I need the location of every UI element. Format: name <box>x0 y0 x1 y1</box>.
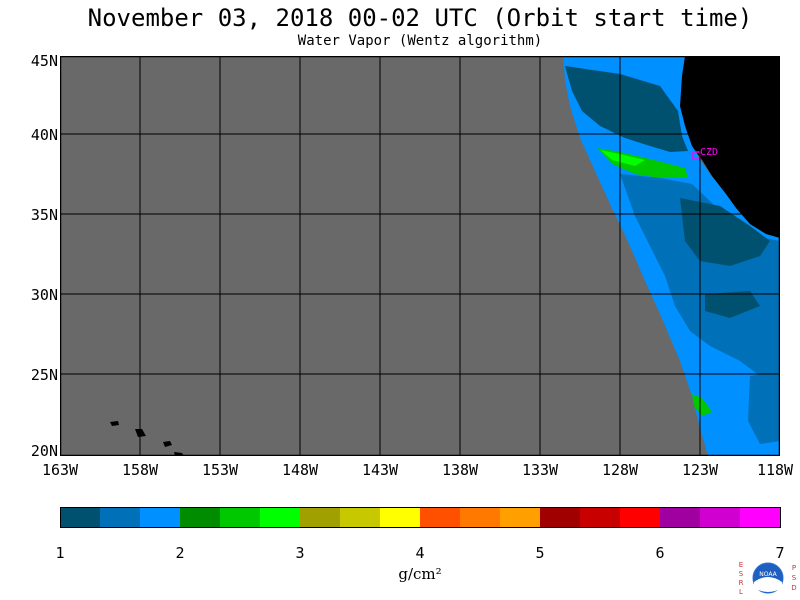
colorbar-swatch <box>300 507 341 528</box>
colorbar-swatch <box>620 507 661 528</box>
svg-text:D: D <box>791 584 796 592</box>
swath-bright-green-band <box>600 150 645 166</box>
colorbar-swatch <box>700 507 741 528</box>
lat-label-20n: 20N <box>30 442 58 460</box>
colorbar-swatch <box>140 507 181 528</box>
colorbar-units: g/cm² <box>398 565 442 583</box>
colorbar-swatch <box>340 507 381 528</box>
swath-dark-blue-patch <box>705 291 760 318</box>
svg-text:E: E <box>739 561 743 569</box>
colorbar-swatch <box>660 507 701 528</box>
colorbar-swatch <box>540 507 581 528</box>
swath-green-south <box>692 394 712 416</box>
colorbar-tick-4: 4 <box>415 544 425 562</box>
noaa-esrl-psd-logo: E S R L NOAA P S D <box>739 561 797 596</box>
logo-left-letters: E S R L <box>739 561 744 596</box>
swath-dark-blue-central <box>680 198 770 266</box>
lat-label-25n: 25N <box>30 366 58 384</box>
colorbar-swatch <box>380 507 421 528</box>
colorbar-swatch <box>60 507 101 528</box>
water-vapor-map: CZD <box>60 56 780 456</box>
colorbar-tick-5: 5 <box>535 544 545 562</box>
colorbar-swatch <box>580 507 621 528</box>
station-label: CZD <box>700 147 718 158</box>
colorbar-tick-1: 1 <box>55 544 65 562</box>
colorbar-swatch <box>260 507 301 528</box>
logo-right-letters: P S D <box>791 564 796 592</box>
lon-label-153w: 153W <box>201 461 239 479</box>
swath-dark-blue-north <box>565 66 688 152</box>
lon-label-138w: 138W <box>441 461 479 479</box>
svg-text:L: L <box>739 588 743 596</box>
lat-label-40n: 40N <box>30 126 58 144</box>
svg-text:S: S <box>739 570 744 578</box>
lon-label-158w: 158W <box>121 461 159 479</box>
map-title: November 03, 2018 00-02 UTC (Orbit start… <box>87 4 753 32</box>
colorbar-swatch <box>100 507 141 528</box>
swath-mid-blue-south <box>748 371 780 444</box>
colorbar-tick-6: 6 <box>655 544 665 562</box>
colorbar-tick-7: 7 <box>775 544 785 562</box>
lon-label-143w: 143W <box>361 461 399 479</box>
map-grid <box>60 56 780 456</box>
colorbar-swatch <box>420 507 461 528</box>
lon-label-163w: 163W <box>41 461 79 479</box>
map-subtitle: Water Vapor (Wentz algorithm) <box>297 33 543 49</box>
lon-label-128w: 128W <box>601 461 639 479</box>
colorbar-tick-2: 2 <box>175 544 185 562</box>
lat-label-30n: 30N <box>30 286 58 304</box>
svg-text:S: S <box>792 574 797 582</box>
colorbar-swatch <box>220 507 261 528</box>
logo-center-text: NOAA <box>759 571 777 578</box>
colorbar-swatch <box>500 507 541 528</box>
colorbar-swatch <box>180 507 221 528</box>
svg-text:R: R <box>739 579 744 587</box>
lat-label-45n: 45N <box>30 52 58 70</box>
colorbar-swatch <box>740 507 781 528</box>
lon-label-118w: 118W <box>756 461 794 479</box>
svg-text:P: P <box>792 564 796 572</box>
lon-label-133w: 133W <box>521 461 559 479</box>
lon-label-148w: 148W <box>281 461 319 479</box>
land-north-america <box>680 56 780 238</box>
lon-label-123w: 123W <box>681 461 719 479</box>
colorbar-swatch <box>460 507 501 528</box>
lat-label-35n: 35N <box>30 206 58 224</box>
colorbar <box>60 507 781 528</box>
colorbar-tick-3: 3 <box>295 544 305 562</box>
